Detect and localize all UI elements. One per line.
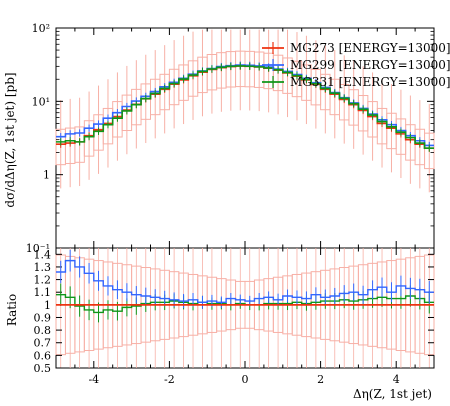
ratio-y-tick-label: 0.7	[34, 337, 52, 350]
x-tick-label: 2	[317, 373, 324, 386]
main-y-tick-label: 1	[43, 169, 50, 182]
ratio-y-axis-label: Ratio	[5, 294, 19, 326]
ratio-y-tick-label: 1.3	[34, 261, 52, 274]
main-y-axis-label: dσ/dΔη(Z, 1st jet) [pb]	[3, 72, 17, 207]
main-y-tick-label: 10⁻¹	[26, 242, 50, 255]
legend-entry: MG299 [ENERGY=13000]	[290, 58, 450, 72]
ratio-y-tick-label: 1.2	[34, 274, 52, 287]
ratio-series-line-2	[56, 294, 434, 314]
ratio-y-tick-label: 1.4	[34, 248, 52, 261]
ratio-error-bands	[55, 248, 435, 368]
legend-entry: MG331 [ENERGY=13000]	[290, 75, 450, 89]
ratio-y-tick-label: 1	[44, 299, 51, 312]
ratio-y-tick-label: 0.5	[34, 362, 52, 375]
main-y-tick-label: 10²	[32, 22, 50, 35]
x-axis-label: Δη(Z, 1st jet)	[353, 387, 432, 401]
ratio-y-tick-label: 1.1	[34, 286, 52, 299]
x-tick-label: -4	[88, 373, 99, 386]
main-y-ticks: 10² 10¹ 1 10⁻¹	[26, 22, 434, 255]
x-tick-label: 0	[242, 373, 249, 386]
ratio-y-tick-label: 0.6	[34, 349, 52, 362]
ratio-ticks: 1.41.31.21.110.90.80.70.60.5-4 -2 0 2 4	[34, 28, 435, 386]
ratio-series-line-1	[56, 259, 434, 304]
x-tick-label: 4	[393, 373, 400, 386]
ratio-panel: 1.41.31.21.110.90.80.70.60.5-4 -2 0 2 4 Rati…	[5, 28, 435, 401]
legend-entry: MG273 [ENERGY=13000]	[290, 41, 450, 55]
main-y-tick-label: 10¹	[32, 95, 50, 108]
main-series	[56, 61, 434, 152]
x-tick-label: -2	[164, 373, 175, 386]
ratio-y-tick-label: 0.9	[34, 311, 52, 324]
main-panel: 10² 10¹ 1 10⁻¹ dσ/dΔη(Z, 1st jet) [pb] MG27…	[3, 22, 450, 255]
legend: MG273 [ENERGY=13000] MG299 [ENERGY=13000]…	[262, 41, 450, 89]
main-series-line-2	[56, 65, 434, 149]
ratio-y-tick-label: 0.8	[34, 324, 52, 337]
ratio-series	[56, 249, 434, 323]
